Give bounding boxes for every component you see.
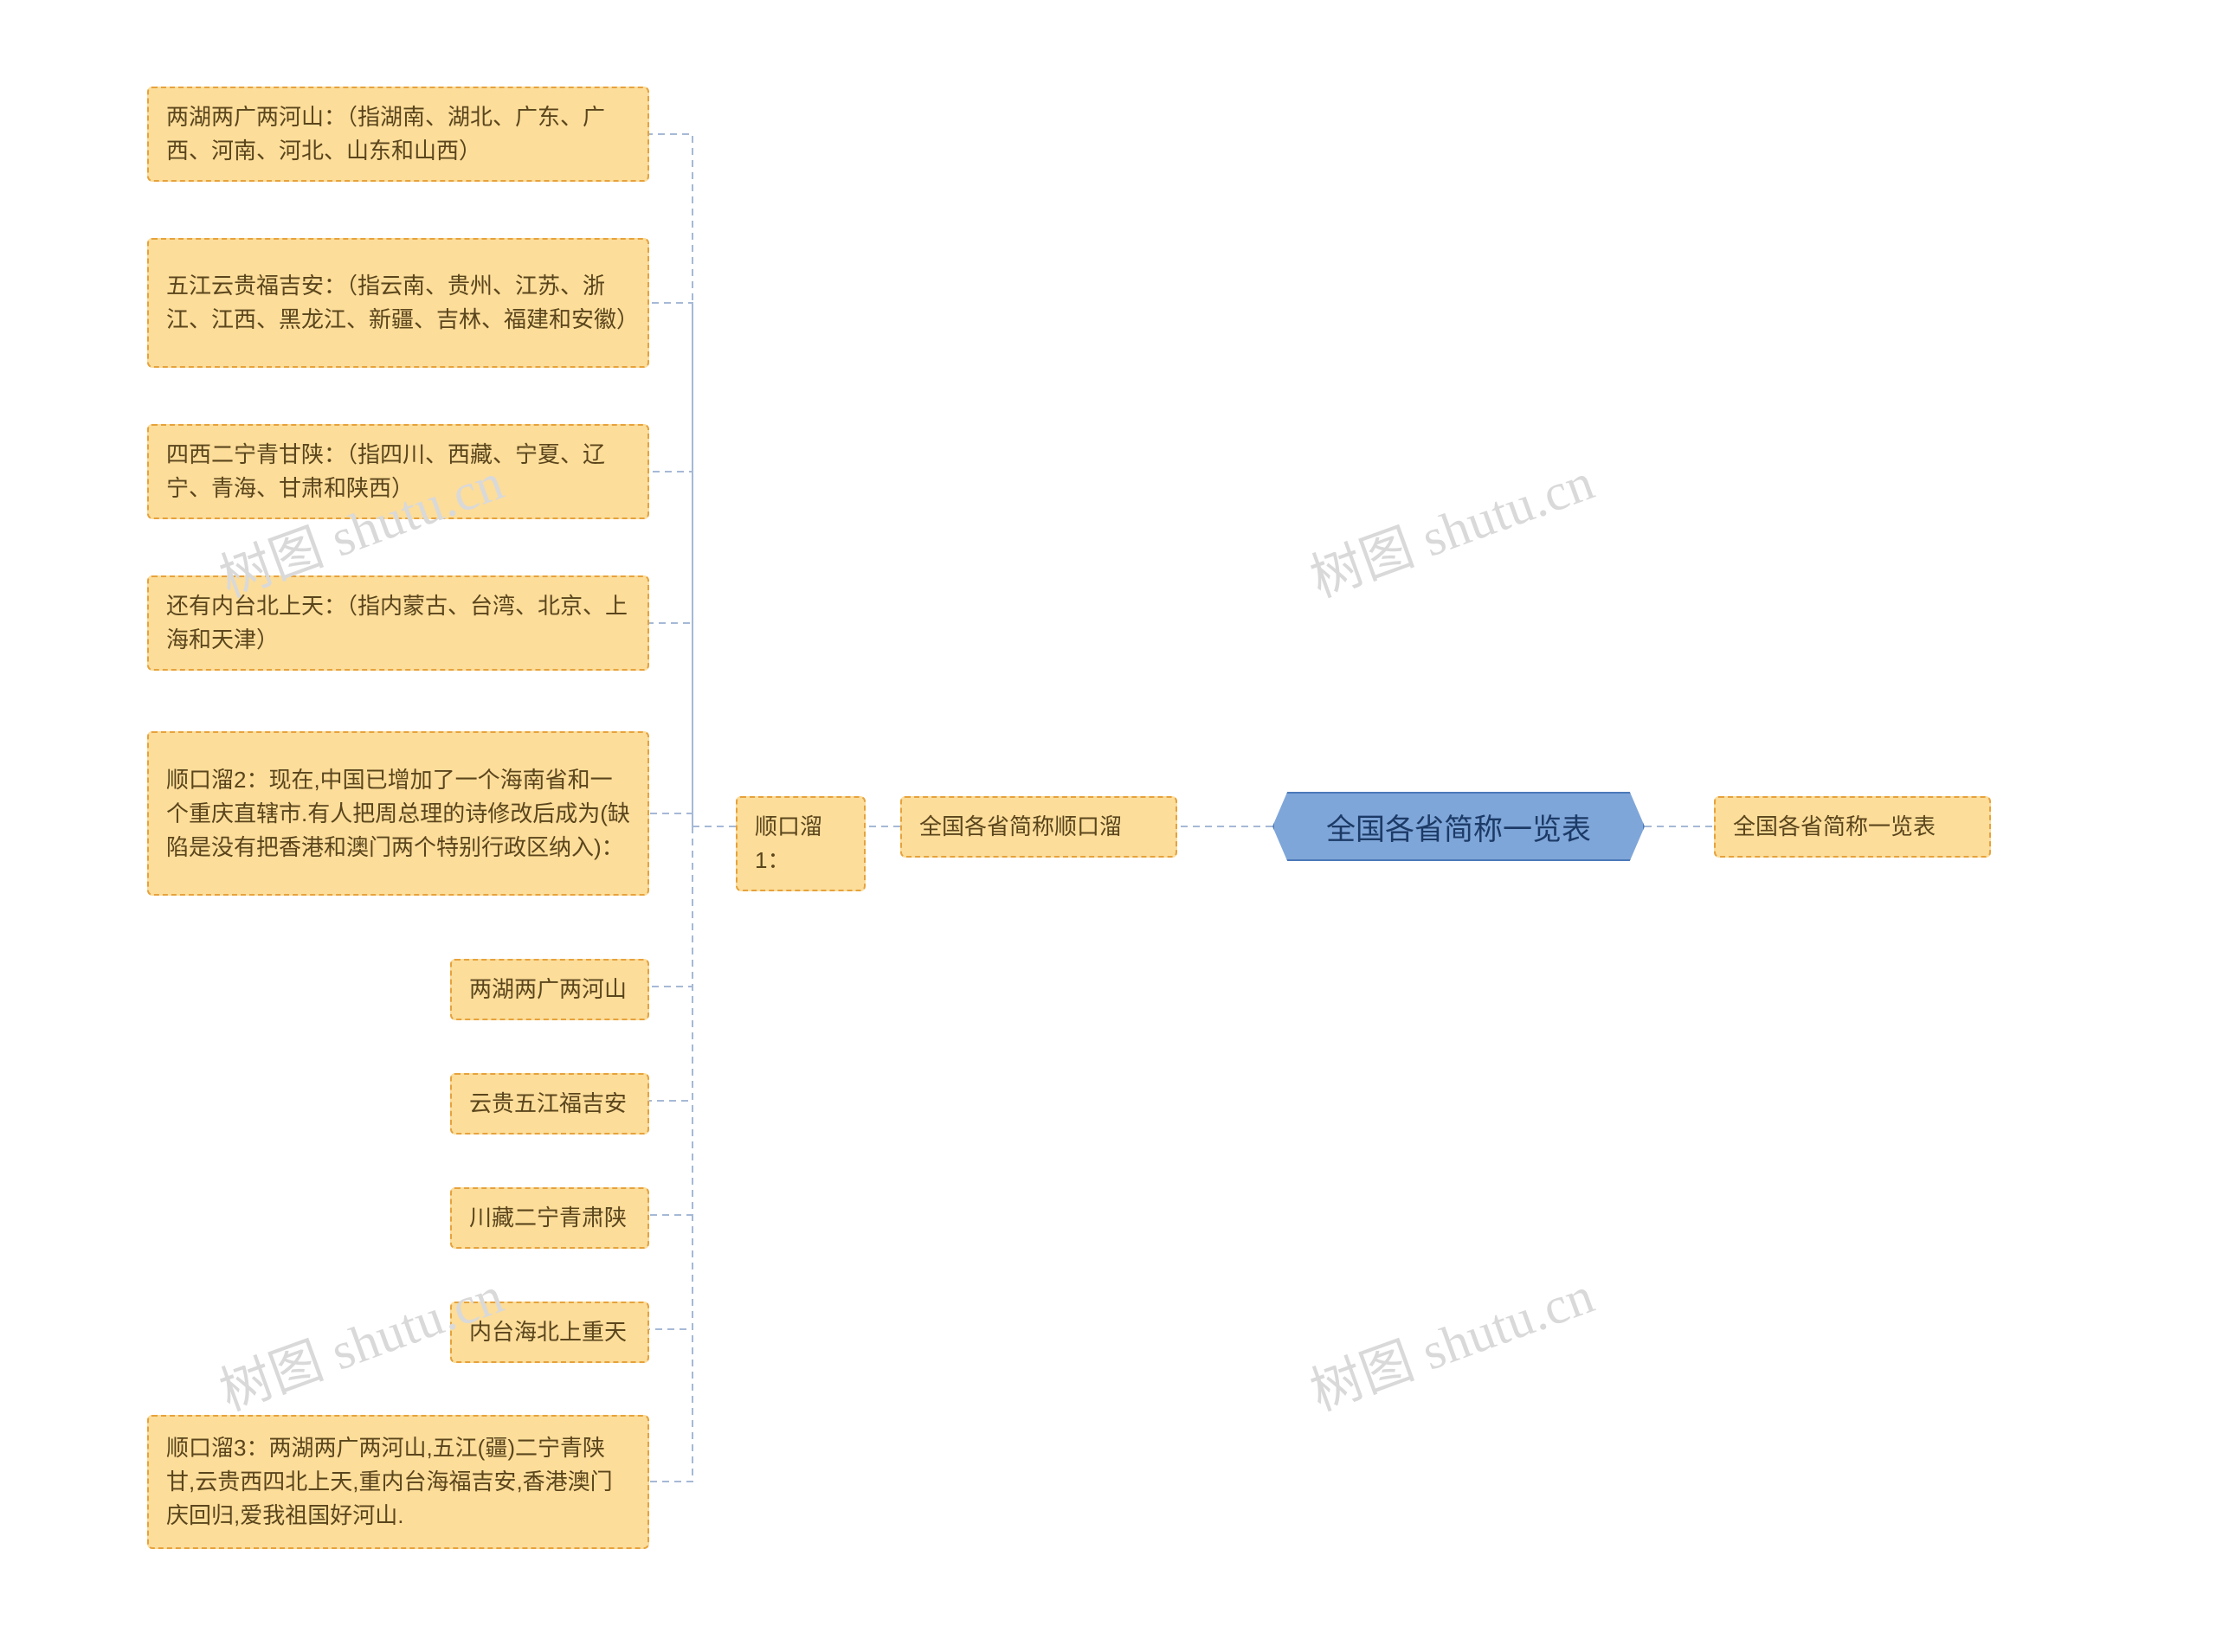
mindmap-node[interactable]: 川藏二宁青肃陕 — [450, 1187, 649, 1249]
node-label: 全国各省简称顺口溜 — [919, 810, 1122, 844]
node-label: 还有内台北上天：（指内蒙古、台湾、北京、上海和天津） — [166, 589, 630, 657]
node-label: 全国各省简称一览表 — [1733, 810, 1936, 844]
node-label: 两湖两广两河山：（指湖南、湖北、广东、广西、河南、河北、山东和山西） — [166, 100, 630, 168]
mindmap-node[interactable]: 两湖两广两河山：（指湖南、湖北、广东、广西、河南、河北、山东和山西） — [147, 87, 649, 182]
node-label: 川藏二宁青肃陕 — [469, 1201, 627, 1235]
connector-line — [649, 826, 692, 1482]
mindmap-node[interactable]: 两湖两广两河山 — [450, 959, 649, 1020]
connector-line — [649, 826, 692, 987]
mindmap-node[interactable]: 顺口溜3：两湖两广两河山,五江(疆)二宁青陕甘,云贵西四北上天,重内台海福吉安,… — [147, 1415, 649, 1549]
mindmap-node[interactable]: 全国各省简称一览表 — [1714, 796, 1991, 858]
connector-line — [649, 826, 692, 1215]
node-label: 顺口溜1： — [755, 810, 847, 877]
connector-line — [649, 826, 692, 1101]
connector-line — [649, 472, 692, 826]
connector-line — [649, 813, 692, 826]
node-label: 五江云贵福吉安：（指云南、贵州、江苏、浙江、江西、黑龙江、新疆、吉林、福建和安徽… — [166, 269, 630, 337]
node-label: 云贵五江福吉安 — [469, 1087, 627, 1121]
connector-line — [649, 134, 736, 826]
root-label: 全国各省简称一览表 — [1326, 806, 1591, 848]
mindmap-node[interactable]: 还有内台北上天：（指内蒙古、台湾、北京、上海和天津） — [147, 575, 649, 671]
connector-line — [649, 623, 692, 826]
mindmap-node[interactable]: 顺口溜1： — [736, 796, 866, 891]
mindmap-node[interactable]: 内台海北上重天 — [450, 1302, 649, 1363]
mindmap-node[interactable]: 云贵五江福吉安 — [450, 1073, 649, 1135]
mindmap-node[interactable]: 五江云贵福吉安：（指云南、贵州、江苏、浙江、江西、黑龙江、新疆、吉林、福建和安徽… — [147, 238, 649, 368]
mindmap-node[interactable]: 顺口溜2：现在,中国已增加了一个海南省和一个重庆直辖市.有人把周总理的诗修改后成… — [147, 731, 649, 896]
mindmap-node[interactable]: 全国各省简称顺口溜 — [900, 796, 1177, 858]
root-node[interactable]: 全国各省简称一览表 — [1272, 792, 1645, 861]
node-label: 顺口溜3：两湖两广两河山,五江(疆)二宁青陕甘,云贵西四北上天,重内台海福吉安,… — [166, 1431, 630, 1533]
node-label: 两湖两广两河山 — [469, 973, 627, 1006]
connector-line — [649, 826, 692, 1329]
mindmap-node[interactable]: 四西二宁青甘陕：（指四川、西藏、宁夏、辽宁、青海、甘肃和陕西） — [147, 424, 649, 519]
node-label: 顺口溜2：现在,中国已增加了一个海南省和一个重庆直辖市.有人把周总理的诗修改后成… — [166, 763, 630, 865]
node-label: 内台海北上重天 — [469, 1315, 627, 1349]
watermark-text: 树图 shutu.cn — [1298, 440, 1602, 612]
node-label: 四西二宁青甘陕：（指四川、西藏、宁夏、辽宁、青海、甘肃和陕西） — [166, 438, 630, 505]
connector-line — [649, 303, 692, 826]
watermark-text: 树图 shutu.cn — [1298, 1253, 1602, 1425]
